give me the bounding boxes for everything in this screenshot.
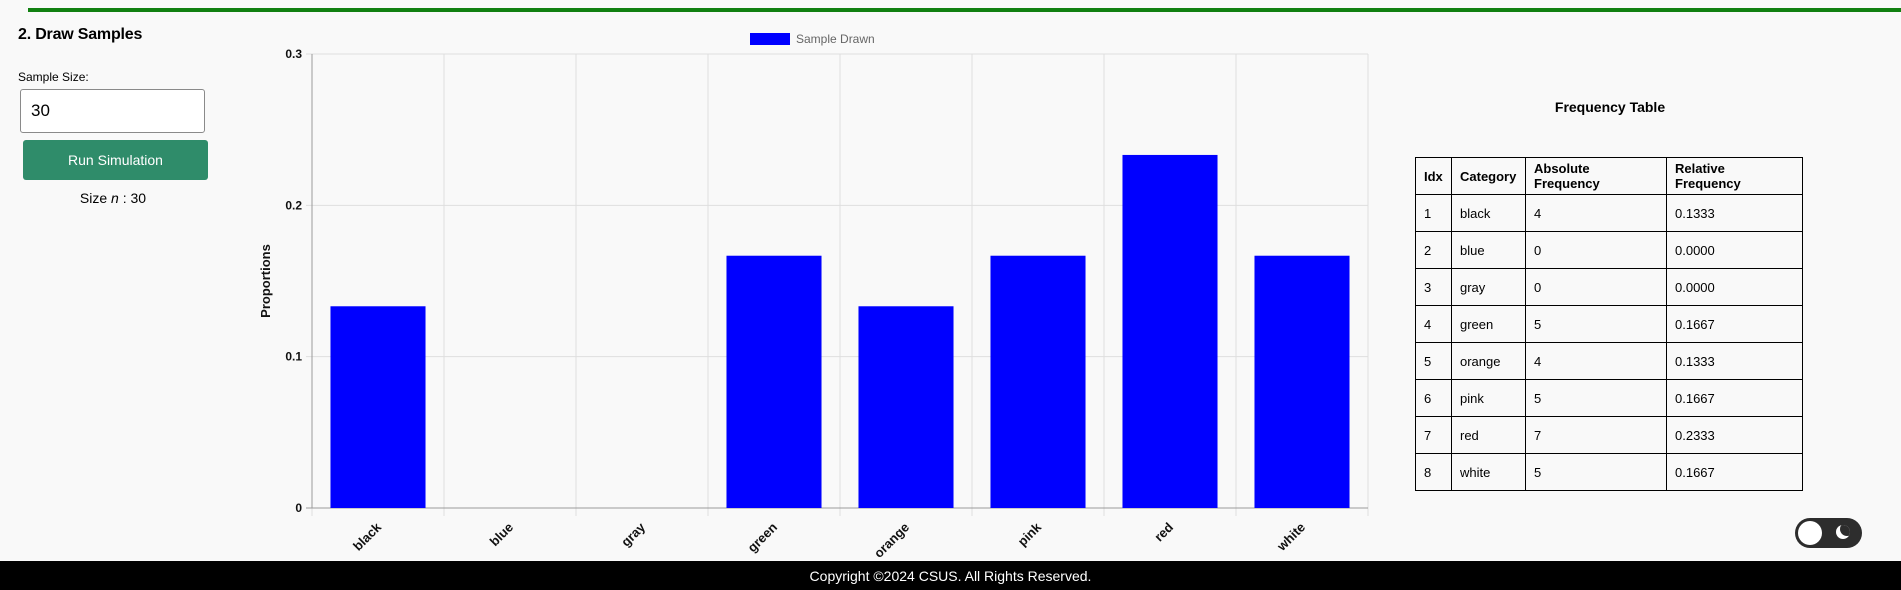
cell-relative-frequency: 0.0000: [1666, 231, 1803, 269]
cell-idx: 8: [1415, 453, 1452, 491]
cell-relative-frequency: 0.1667: [1666, 305, 1803, 343]
theme-toggle[interactable]: [1795, 518, 1862, 548]
table-row: 5 orange 4 0.1333: [1415, 342, 1803, 380]
cell-idx: 2: [1415, 231, 1452, 269]
sample-size-readout: Size n : 30: [18, 190, 208, 206]
legend-swatch: [750, 33, 790, 45]
cell-absolute-frequency: 5: [1525, 379, 1667, 417]
cell-relative-frequency: 0.2333: [1666, 416, 1803, 454]
y-axis-label: Proportions: [258, 244, 273, 318]
frequency-table: Idx Category Absolute Frequency Relative…: [1415, 157, 1803, 491]
cell-absolute-frequency: 4: [1525, 342, 1667, 380]
x-tick-label: green: [744, 519, 780, 555]
footer-copyright: Copyright ©2024 CSUS. All Rights Reserve…: [809, 568, 1092, 584]
y-tick-label: 0.2: [285, 198, 302, 212]
table-row: 8 white 5 0.1667: [1415, 453, 1803, 491]
frequency-table-title: Frequency Table: [1554, 99, 1666, 115]
footer: Copyright ©2024 CSUS. All Rights Reserve…: [0, 561, 1901, 590]
cell-idx: 7: [1415, 416, 1452, 454]
x-tick-label: blue: [487, 520, 517, 550]
y-tick-label: 0.3: [285, 47, 302, 61]
moon-icon: [1836, 525, 1850, 539]
cell-absolute-frequency: 0: [1525, 268, 1667, 306]
toggle-knob: [1798, 521, 1822, 545]
bar-black: [330, 306, 426, 508]
cell-category: blue: [1451, 231, 1526, 269]
size-value: : 30: [118, 190, 147, 206]
cell-absolute-frequency: 4: [1525, 194, 1667, 232]
legend-label: Sample Drawn: [796, 32, 875, 46]
bar-white: [1254, 255, 1350, 508]
cell-category: black: [1451, 194, 1526, 232]
chart-svg: 0 0.1 0.2 0.3 black blue gray green orange pink re…: [258, 32, 1369, 560]
cell-absolute-frequency: 5: [1525, 305, 1667, 343]
cell-idx: 1: [1415, 194, 1452, 232]
cell-category: gray: [1451, 268, 1526, 306]
table-header-row: Idx Category Absolute Frequency Relative…: [1415, 157, 1803, 195]
frequency-table-body: 1 black 4 0.1333 2 blue 0 0.0000 3 gray 0 0.0000 4 gr…: [1415, 194, 1803, 491]
cell-relative-frequency: 0.1333: [1666, 342, 1803, 380]
cell-relative-frequency: 0.1333: [1666, 194, 1803, 232]
bar-red: [1122, 154, 1218, 508]
x-tick-label: red: [1151, 519, 1176, 544]
table-row: 1 black 4 0.1333: [1415, 194, 1803, 232]
cell-idx: 3: [1415, 268, 1452, 306]
x-tick-label: black: [350, 519, 385, 554]
cell-category: pink: [1451, 379, 1526, 417]
table-row: 7 red 7 0.2333: [1415, 416, 1803, 454]
cell-absolute-frequency: 7: [1525, 416, 1667, 454]
sample-size-label: Sample Size:: [18, 70, 89, 84]
y-tick-label: 0.1: [285, 350, 302, 364]
x-tick-label: white: [1273, 520, 1308, 555]
table-row: 2 blue 0 0.0000: [1415, 231, 1803, 269]
header-idx: Idx: [1415, 157, 1452, 195]
cell-absolute-frequency: 0: [1525, 231, 1667, 269]
top-accent-rule: [28, 8, 1901, 12]
cell-idx: 6: [1415, 379, 1452, 417]
cell-relative-frequency: 0.1667: [1666, 379, 1803, 417]
header-category: Category: [1451, 157, 1526, 195]
cell-relative-frequency: 0.0000: [1666, 268, 1803, 306]
cell-absolute-frequency: 5: [1525, 453, 1667, 491]
cell-category: orange: [1451, 342, 1526, 380]
x-tick-label: gray: [618, 519, 649, 550]
run-simulation-button[interactable]: Run Simulation: [23, 140, 208, 180]
header-relative-frequency: Relative Frequency: [1666, 157, 1803, 195]
bar-orange: [858, 306, 954, 508]
proportions-chart: 0 0.1 0.2 0.3 black blue gray green orange pink re…: [240, 20, 1380, 560]
cell-idx: 4: [1415, 305, 1452, 343]
size-prefix: Size: [79, 190, 112, 206]
cell-category: red: [1451, 416, 1526, 454]
cell-idx: 5: [1415, 342, 1452, 380]
cell-category: green: [1451, 305, 1526, 343]
table-row: 4 green 5 0.1667: [1415, 305, 1803, 343]
header-absolute-frequency: Absolute Frequency: [1525, 157, 1667, 195]
cell-category: white: [1451, 453, 1526, 491]
x-tick-label: pink: [1015, 519, 1045, 549]
table-row: 3 gray 0 0.0000: [1415, 268, 1803, 306]
bar-green: [726, 255, 822, 508]
size-variable: n: [111, 190, 119, 206]
table-row: 6 pink 5 0.1667: [1415, 379, 1803, 417]
y-tick-label: 0: [295, 501, 302, 515]
cell-relative-frequency: 0.1667: [1666, 453, 1803, 491]
x-tick-label: orange: [871, 520, 912, 560]
section-title: 2. Draw Samples: [18, 26, 143, 43]
sample-size-input[interactable]: [20, 89, 205, 133]
controls-panel: 2. Draw Samples Sample Size: Run Simulat…: [18, 26, 218, 206]
bar-pink: [990, 255, 1086, 508]
